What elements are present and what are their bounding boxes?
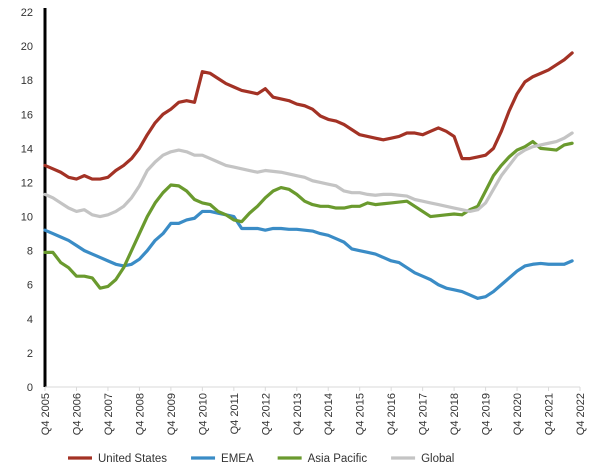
y-tick-label: 6 bbox=[27, 280, 33, 292]
x-tick-label: Q4 2011 bbox=[229, 393, 241, 434]
y-tick-label: 18 bbox=[21, 75, 33, 87]
series-line-asia-pacific bbox=[43, 139, 574, 290]
x-tick-label: Q4 2009 bbox=[166, 393, 178, 435]
legend: United States EMEA Asia Pacific Global bbox=[68, 453, 454, 465]
x-tick-label: Q4 2013 bbox=[292, 393, 304, 435]
x-tick-label: Q4 2006 bbox=[71, 393, 83, 435]
x-axis: Q4 2005 Q4 2006 Q4 2007 Q4 2008 Q4 2009 Q4 20… bbox=[40, 386, 587, 435]
y-axis: 0 2 4 6 8 10 12 14 16 18 20 22 bbox=[21, 7, 47, 394]
y-tick-label: 20 bbox=[21, 41, 33, 53]
x-tick-label: Q4 2022 bbox=[575, 393, 587, 435]
y-tick-label: 8 bbox=[27, 246, 33, 258]
legend-label: United States bbox=[98, 453, 167, 465]
y-tick-label: 10 bbox=[21, 212, 33, 224]
x-tick-label: Q4 2010 bbox=[197, 393, 209, 435]
x-tick-label: Q4 2021 bbox=[544, 393, 556, 435]
y-tick-label: 4 bbox=[27, 314, 33, 326]
y-tick-label: 12 bbox=[21, 177, 33, 189]
legend-item: Global bbox=[391, 453, 454, 465]
x-tick-label: Q4 2005 bbox=[40, 393, 52, 435]
x-tick-label: Q4 2007 bbox=[103, 393, 115, 435]
y-tick-label: 2 bbox=[27, 348, 33, 360]
legend-label: EMEA bbox=[221, 453, 254, 465]
series-line-united-states bbox=[43, 51, 574, 181]
series-lines bbox=[43, 51, 574, 300]
x-tick-label: Q4 2015 bbox=[355, 393, 367, 435]
x-tick-label: Q4 2019 bbox=[481, 393, 493, 435]
y-tick-label: 22 bbox=[21, 7, 33, 19]
legend-label: Global bbox=[421, 453, 454, 465]
x-tick-label: Q4 2012 bbox=[260, 393, 272, 435]
x-tick-label: Q4 2014 bbox=[323, 393, 335, 435]
x-tick-label: Q4 2017 bbox=[418, 393, 430, 435]
series-line-global bbox=[43, 131, 574, 219]
legend-label: Asia Pacific bbox=[308, 453, 368, 465]
legend-item: EMEA bbox=[191, 453, 254, 465]
legend-item: United States bbox=[68, 453, 167, 465]
legend-item: Asia Pacific bbox=[277, 453, 368, 465]
series-line-emea bbox=[43, 209, 574, 300]
x-tick-label: Q4 2018 bbox=[449, 393, 461, 435]
x-tick-label: Q4 2008 bbox=[134, 393, 146, 435]
y-tick-label: 14 bbox=[21, 143, 33, 155]
x-tick-label: Q4 2016 bbox=[386, 393, 398, 435]
x-tick-label: Q4 2020 bbox=[512, 393, 524, 435]
y-tick-label: 0 bbox=[27, 382, 33, 394]
y-tick-label: 16 bbox=[21, 109, 33, 121]
